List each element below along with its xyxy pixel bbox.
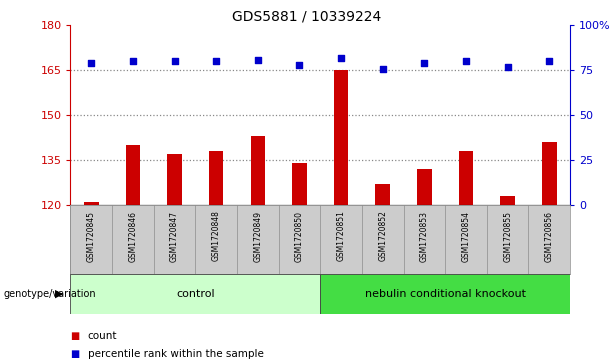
- Text: GSM1720851: GSM1720851: [337, 211, 346, 261]
- Bar: [167, 154, 182, 205]
- Text: nebulin conditional knockout: nebulin conditional knockout: [365, 289, 526, 299]
- Text: GSM1720848: GSM1720848: [211, 211, 221, 261]
- Bar: [334, 70, 348, 205]
- Text: GSM1720856: GSM1720856: [545, 211, 554, 262]
- Text: genotype/variation: genotype/variation: [3, 289, 96, 299]
- Bar: [209, 151, 224, 205]
- Bar: [320, 274, 570, 314]
- Text: GSM1720852: GSM1720852: [378, 211, 387, 261]
- Text: percentile rank within the sample: percentile rank within the sample: [88, 349, 264, 359]
- Text: GSM1720847: GSM1720847: [170, 211, 179, 262]
- Bar: [251, 136, 265, 205]
- Bar: [154, 205, 196, 274]
- Text: GSM1720846: GSM1720846: [129, 211, 137, 262]
- Point: [295, 62, 305, 68]
- Point: [253, 57, 263, 62]
- Bar: [70, 205, 112, 274]
- Text: ■: ■: [70, 349, 80, 359]
- Text: GSM1720853: GSM1720853: [420, 211, 429, 262]
- Point: [336, 55, 346, 61]
- Bar: [487, 205, 528, 274]
- Point: [128, 58, 138, 64]
- Text: control: control: [176, 289, 215, 299]
- Bar: [292, 163, 306, 205]
- Text: ■: ■: [70, 331, 80, 341]
- Bar: [84, 202, 99, 205]
- Point: [419, 60, 429, 66]
- Bar: [417, 169, 432, 205]
- Point: [86, 60, 96, 66]
- Bar: [528, 205, 570, 274]
- Bar: [542, 142, 557, 205]
- Bar: [196, 205, 237, 274]
- Point: [461, 58, 471, 64]
- Point: [211, 58, 221, 64]
- Bar: [279, 205, 321, 274]
- Point: [544, 58, 554, 64]
- Bar: [70, 274, 320, 314]
- Text: GSM1720854: GSM1720854: [462, 211, 471, 262]
- Text: GSM1720845: GSM1720845: [87, 211, 96, 262]
- Text: GSM1720855: GSM1720855: [503, 211, 512, 262]
- Point: [378, 66, 387, 72]
- Text: GSM1720850: GSM1720850: [295, 211, 304, 262]
- Bar: [126, 145, 140, 205]
- Bar: [112, 205, 154, 274]
- Text: GDS5881 / 10339224: GDS5881 / 10339224: [232, 9, 381, 23]
- Bar: [375, 184, 390, 205]
- Text: count: count: [88, 331, 117, 341]
- Text: ▶: ▶: [55, 289, 63, 299]
- Bar: [237, 205, 279, 274]
- Bar: [459, 151, 473, 205]
- Text: GSM1720849: GSM1720849: [253, 211, 262, 262]
- Bar: [403, 205, 445, 274]
- Bar: [500, 196, 515, 205]
- Point: [503, 64, 512, 70]
- Bar: [320, 205, 362, 274]
- Bar: [445, 205, 487, 274]
- Bar: [362, 205, 403, 274]
- Point: [170, 58, 180, 64]
